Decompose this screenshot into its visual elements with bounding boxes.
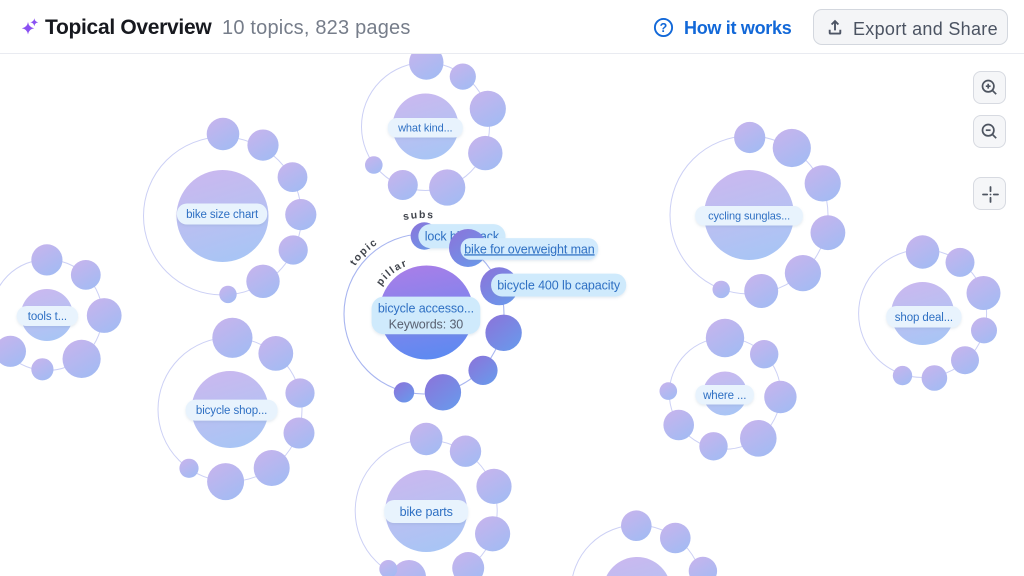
svg-text:bicycle 400 lb capacity: bicycle 400 lb capacity xyxy=(497,278,621,292)
svg-text:topic: topic xyxy=(348,236,381,268)
svg-text:bike for overweight man: bike for overweight man xyxy=(464,242,595,256)
svg-text:bicycle shop...: bicycle shop... xyxy=(196,405,267,417)
svg-text:bicycle accesso...: bicycle accesso... xyxy=(378,302,474,316)
svg-text:where ...: where ... xyxy=(702,390,746,402)
svg-text:bike parts: bike parts xyxy=(400,505,453,519)
svg-text:bike size chart: bike size chart xyxy=(186,209,259,221)
svg-text:Keywords: 30: Keywords: 30 xyxy=(389,318,464,332)
svg-text:shop deal...: shop deal... xyxy=(895,312,953,324)
svg-text:tools t...: tools t... xyxy=(28,311,67,323)
svg-text:what kind...: what kind... xyxy=(397,123,452,135)
svg-text:cycling sunglas...: cycling sunglas... xyxy=(708,211,790,223)
svg-text:subs: subs xyxy=(402,209,435,223)
svg-text:?: ? xyxy=(660,21,668,35)
